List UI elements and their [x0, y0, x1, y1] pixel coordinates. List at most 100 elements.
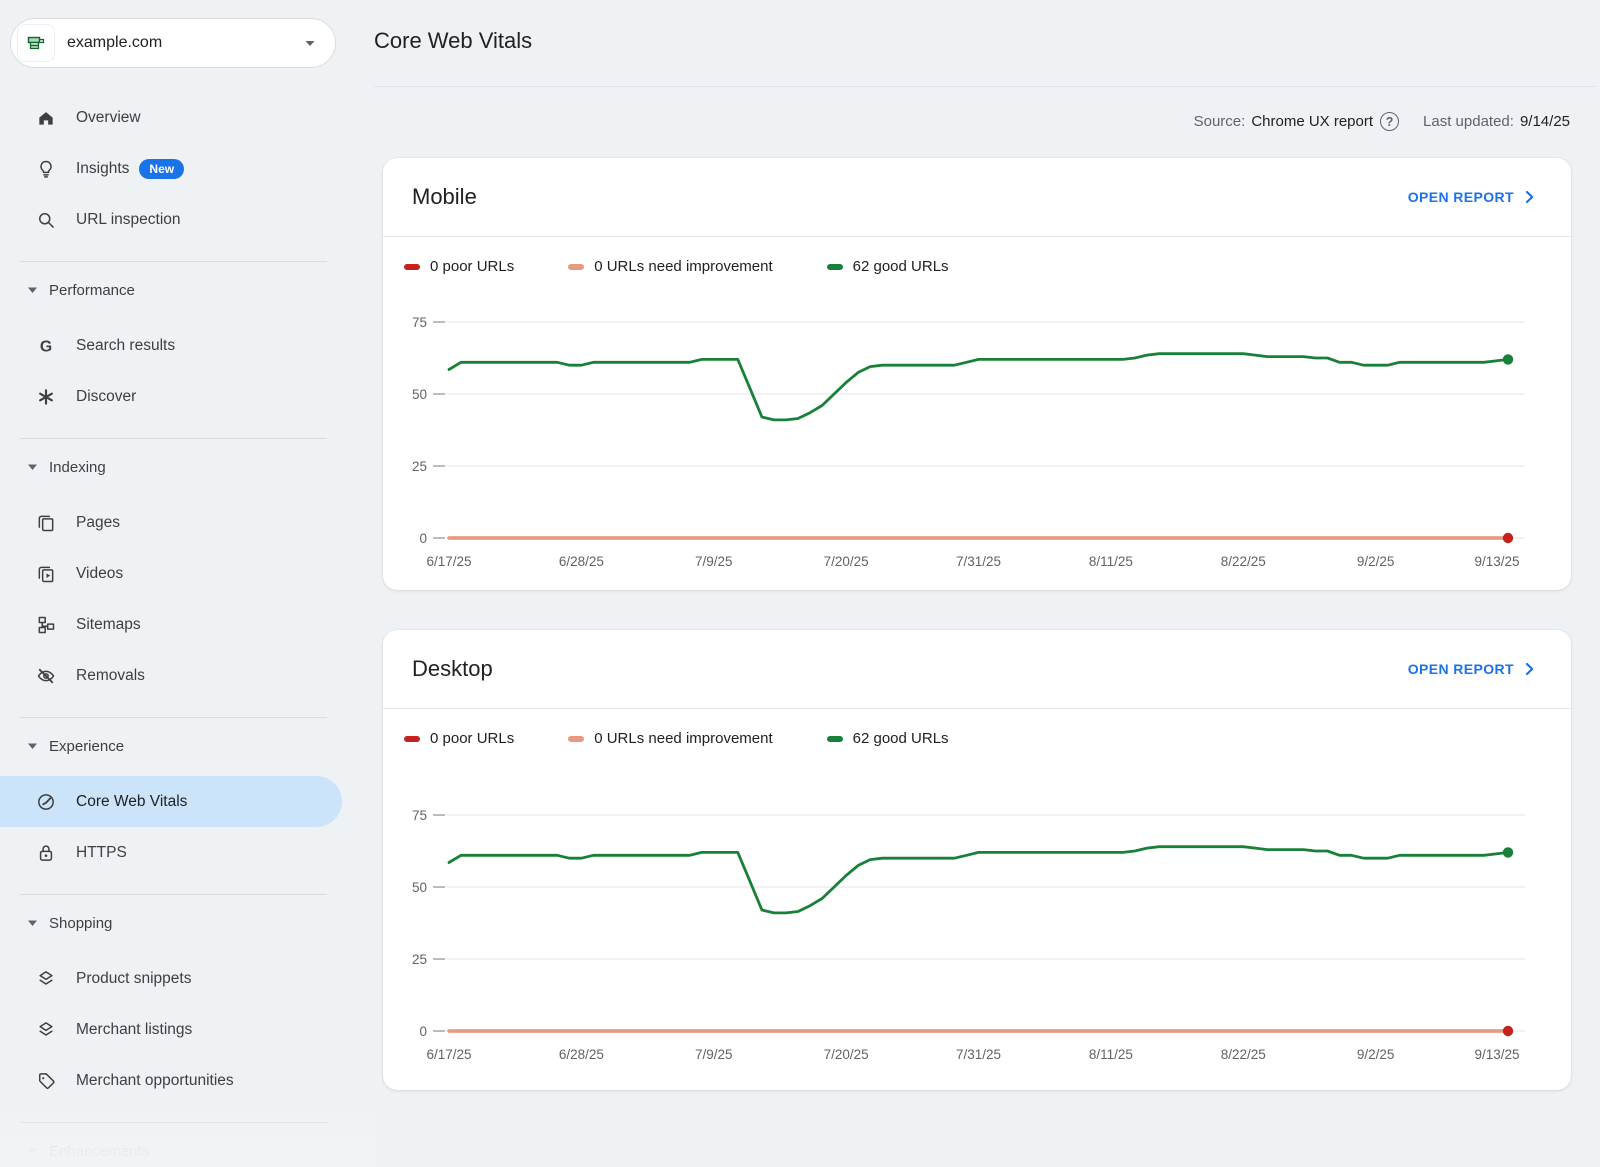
- legend-item-62-good-urls[interactable]: 62 good URLs: [827, 258, 949, 275]
- caret-down-icon: [27, 742, 38, 750]
- sidebar-item-discover[interactable]: Discover: [0, 371, 342, 422]
- y-axis-label: 0: [419, 1024, 427, 1039]
- mobile-open-report-link[interactable]: OPEN REPORT: [1408, 189, 1537, 205]
- x-axis-label: 6/17/25: [426, 1047, 471, 1062]
- y-axis-label: 75: [412, 808, 427, 823]
- series-endpoint-dot[interactable]: [1503, 354, 1513, 364]
- gauge-icon: [36, 792, 56, 812]
- x-axis-label: 7/20/25: [824, 1047, 869, 1062]
- series-line-62-good-urls[interactable]: [449, 847, 1508, 913]
- sidebar-item-label: Pages: [76, 514, 120, 532]
- x-axis-label: 7/31/25: [956, 1047, 1001, 1062]
- mobile-chart: 02550756/17/256/28/257/9/257/20/257/31/2…: [383, 288, 1563, 580]
- caret-down-icon: [27, 1147, 38, 1155]
- sidebar-item-overview[interactable]: Overview: [0, 92, 342, 143]
- sidebar-item-merchant-listings[interactable]: Merchant listings: [0, 1004, 342, 1055]
- legend-marker: [404, 264, 420, 270]
- sidebar-group: Enhancements: [0, 1131, 342, 1167]
- property-name: example.com: [67, 34, 162, 52]
- eye-off-icon: [36, 666, 56, 686]
- legend-item-0-poor-urls[interactable]: 0 poor URLs: [404, 730, 514, 747]
- y-axis-label: 0: [419, 531, 427, 546]
- sidebar-group: Overview Insights New URL inspection: [0, 92, 342, 245]
- legend-item-0-urls-need-improvement[interactable]: 0 URLs need improvement: [568, 258, 772, 275]
- legend-label: 0 poor URLs: [430, 258, 514, 275]
- sitemap-icon: [36, 615, 56, 635]
- sidebar-group: Experience Core Web Vitals HTTPS: [0, 726, 342, 878]
- sidebar-item-https[interactable]: HTTPS: [0, 827, 342, 878]
- source-value: Chrome UX report: [1251, 113, 1373, 130]
- series-endpoint-dot[interactable]: [1503, 533, 1513, 543]
- chevron-right-icon: [1523, 190, 1537, 204]
- series-endpoint-dot[interactable]: [1503, 847, 1513, 857]
- sidebar-section-label: Shopping: [49, 915, 112, 932]
- desktop-card-title: Desktop: [412, 656, 493, 682]
- x-axis-label: 9/13/25: [1474, 554, 1519, 569]
- legend-item-0-urls-need-improvement[interactable]: 0 URLs need improvement: [568, 730, 772, 747]
- desktop-open-report-link[interactable]: OPEN REPORT: [1408, 661, 1537, 677]
- sidebar-nav: Overview Insights New URL inspection Per…: [0, 92, 342, 1167]
- sidebar-item-url-inspection[interactable]: URL inspection: [0, 194, 342, 245]
- x-axis-label: 8/22/25: [1221, 1047, 1266, 1062]
- videos-icon: [36, 564, 56, 584]
- sidebar-group: Shopping Product snippets Merchant listi…: [0, 903, 342, 1106]
- sidebar-group: Performance G Search results Discover: [0, 270, 342, 422]
- property-selector[interactable]: example.com: [10, 18, 336, 68]
- sidebar-item-label: Overview: [76, 109, 141, 127]
- sidebar-divider: [20, 438, 327, 439]
- tag-icon: [36, 1071, 56, 1091]
- sidebar-item-pages[interactable]: Pages: [0, 497, 342, 548]
- sidebar-item-merchant-opportunities[interactable]: Merchant opportunities: [0, 1055, 342, 1106]
- caret-down-icon: [303, 36, 317, 50]
- sidebar-item-videos[interactable]: Videos: [0, 548, 342, 599]
- legend-label: 0 poor URLs: [430, 730, 514, 747]
- sidebar-item-sitemaps[interactable]: Sitemaps: [0, 599, 342, 650]
- legend-item-62-good-urls[interactable]: 62 good URLs: [827, 730, 949, 747]
- legend-item-0-poor-urls[interactable]: 0 poor URLs: [404, 258, 514, 275]
- legend-label: 0 URLs need improvement: [594, 730, 772, 747]
- series-endpoint-dot[interactable]: [1503, 1026, 1513, 1036]
- help-icon[interactable]: ?: [1380, 112, 1399, 131]
- site-favicon-icon: [18, 25, 54, 61]
- sidebar-item-core-web-vitals[interactable]: Core Web Vitals: [0, 776, 342, 827]
- snippet-icon: [36, 969, 56, 989]
- series-line-62-good-urls[interactable]: [449, 354, 1508, 420]
- sidebar-divider: [20, 261, 327, 262]
- mobile-card-title: Mobile: [412, 184, 477, 210]
- sidebar-section-label: Experience: [49, 738, 124, 755]
- sidebar-item-label: Sitemaps: [76, 616, 141, 634]
- sidebar-section-performance[interactable]: Performance: [0, 270, 342, 310]
- sidebar-item-search-results[interactable]: G Search results: [0, 320, 342, 371]
- x-axis-label: 6/17/25: [426, 554, 471, 569]
- y-axis-label: 25: [412, 952, 427, 967]
- x-axis-label: 7/9/25: [695, 554, 733, 569]
- open-report-label: OPEN REPORT: [1408, 661, 1514, 677]
- sidebar-item-label: Core Web Vitals: [76, 793, 187, 811]
- legend-label: 62 good URLs: [853, 258, 949, 275]
- x-axis-label: 8/22/25: [1221, 554, 1266, 569]
- sidebar-item-insights[interactable]: Insights New: [0, 143, 342, 194]
- sidebar-section-indexing[interactable]: Indexing: [0, 447, 342, 487]
- y-axis-label: 25: [412, 459, 427, 474]
- sidebar-section-enhancements[interactable]: Enhancements: [0, 1131, 342, 1167]
- sidebar-item-label: Videos: [76, 565, 123, 583]
- search-icon: [36, 210, 56, 230]
- x-axis-label: 9/2/25: [1357, 1047, 1395, 1062]
- sidebar-section-experience[interactable]: Experience: [0, 726, 342, 766]
- sidebar-section-label: Indexing: [49, 459, 106, 476]
- desktop-card-header: Desktop OPEN REPORT: [383, 630, 1571, 709]
- sidebar-section-shopping[interactable]: Shopping: [0, 903, 342, 943]
- last-updated-label: Last updated:: [1423, 113, 1514, 130]
- sidebar-item-product-snippets[interactable]: Product snippets: [0, 953, 342, 1004]
- desktop-chart: 02550756/17/256/28/257/9/257/20/257/31/2…: [383, 781, 1563, 1073]
- x-axis-label: 9/13/25: [1474, 1047, 1519, 1062]
- x-axis-label: 6/28/25: [559, 554, 604, 569]
- new-badge: New: [139, 159, 184, 179]
- caret-down-icon: [27, 463, 38, 471]
- sidebar-divider: [20, 894, 327, 895]
- x-axis-label: 6/28/25: [559, 1047, 604, 1062]
- legend-marker: [827, 736, 843, 742]
- open-report-label: OPEN REPORT: [1408, 189, 1514, 205]
- sidebar-item-removals[interactable]: Removals: [0, 650, 342, 701]
- x-axis-label: 7/20/25: [824, 554, 869, 569]
